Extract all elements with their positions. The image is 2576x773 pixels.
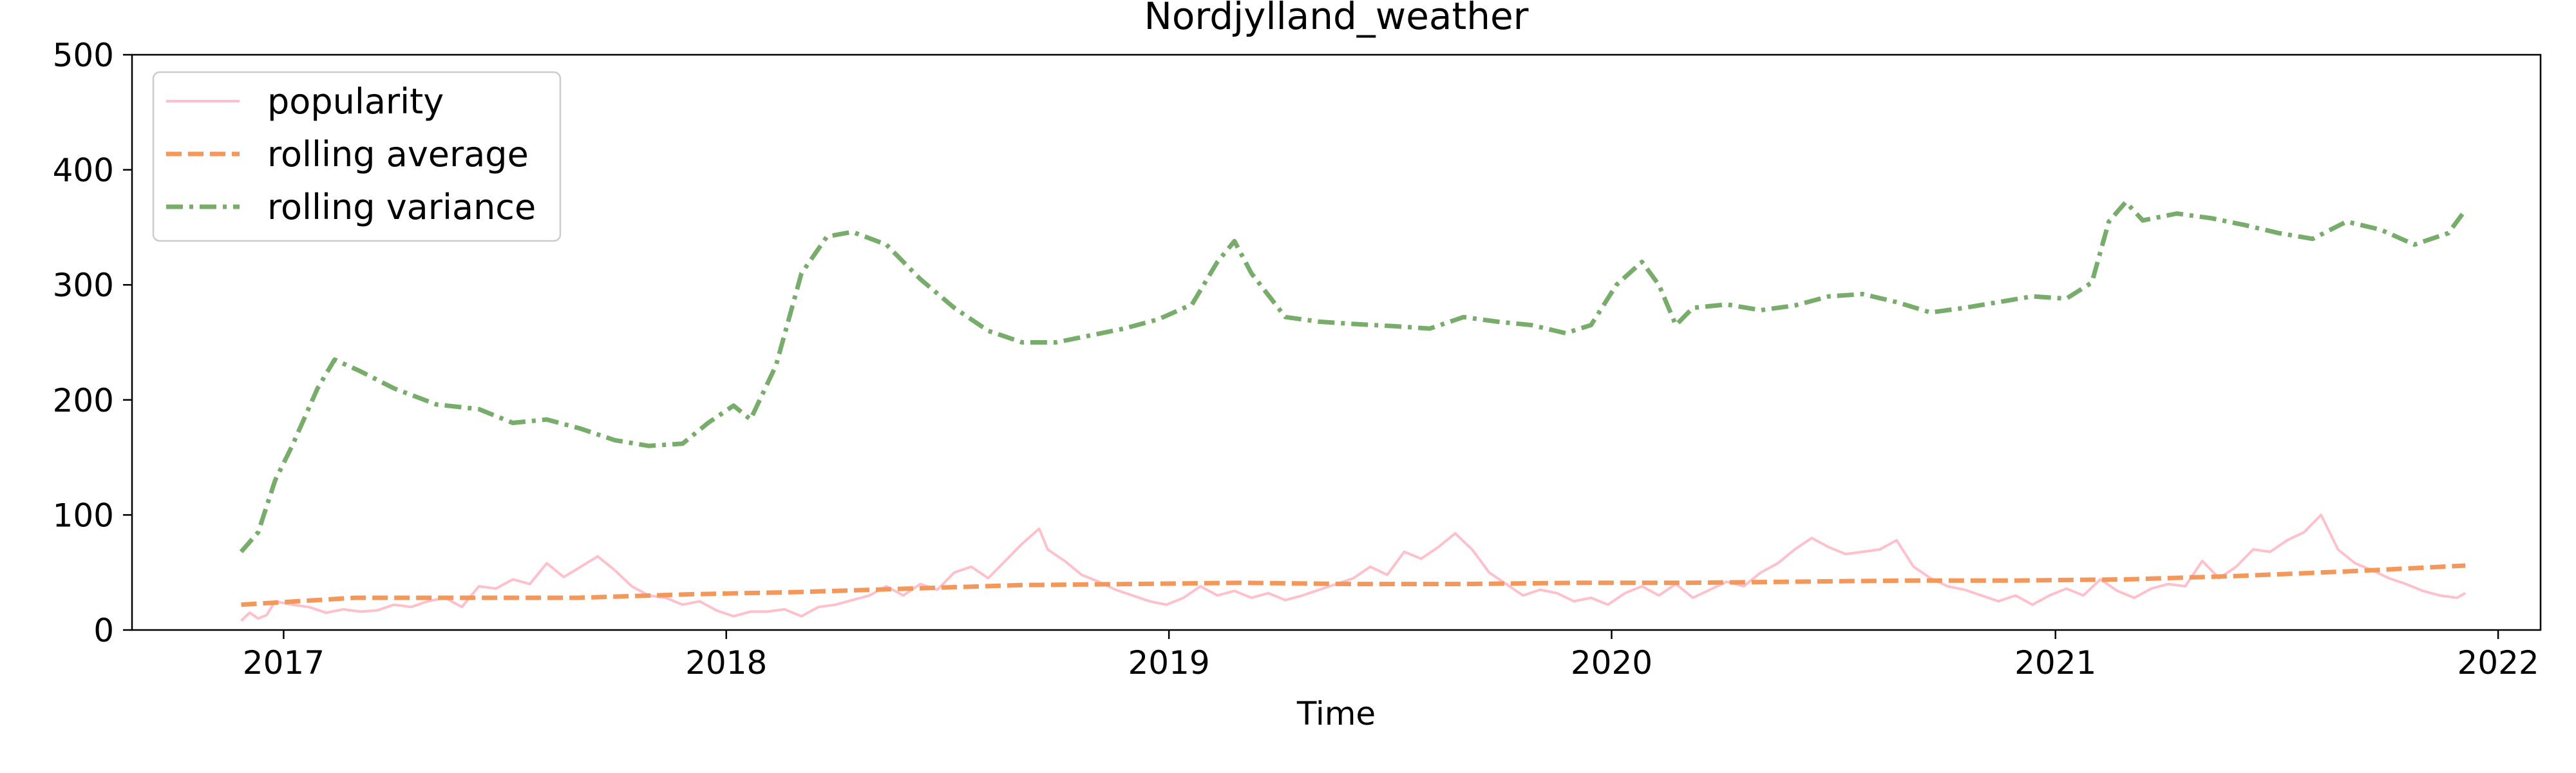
series-line-rolling-variance: [239, 200, 2468, 553]
legend-label: rolling variance: [267, 187, 536, 227]
y-axis: 0 100 200 300 400 500: [53, 37, 132, 649]
x-axis: 2017 2018 2019 2020 2021 2022: [243, 630, 2539, 682]
y-tick-label: 500: [53, 37, 114, 74]
legend-label: popularity: [267, 81, 444, 122]
chart-title: Nordjylland_weather: [1144, 0, 1529, 38]
x-tick-label: 2019: [1128, 644, 1209, 682]
x-tick-label: 2018: [685, 644, 767, 682]
legend: popularity rolling average rolling varianc…: [152, 71, 562, 242]
legend-box: [152, 71, 562, 242]
x-tick-label: 2021: [2014, 644, 2096, 682]
y-tick-label: 200: [53, 382, 114, 419]
x-tick-label: 2022: [2457, 644, 2539, 682]
x-tick-label: 2017: [243, 644, 325, 682]
plot-area: [131, 53, 2542, 631]
y-tick-label: 0: [93, 612, 114, 649]
x-axis-label: Time: [1296, 695, 1376, 732]
plot-frame: [131, 53, 2542, 631]
y-tick-label: 100: [53, 497, 114, 534]
y-tick-label: 400: [53, 152, 114, 189]
legend-label: rolling average: [267, 134, 529, 175]
series-line-rolling-average: [241, 563, 2466, 607]
x-tick-label: 2020: [1571, 644, 1653, 682]
series-line-popularity: [240, 513, 2467, 622]
y-tick-label: 300: [53, 267, 114, 304]
